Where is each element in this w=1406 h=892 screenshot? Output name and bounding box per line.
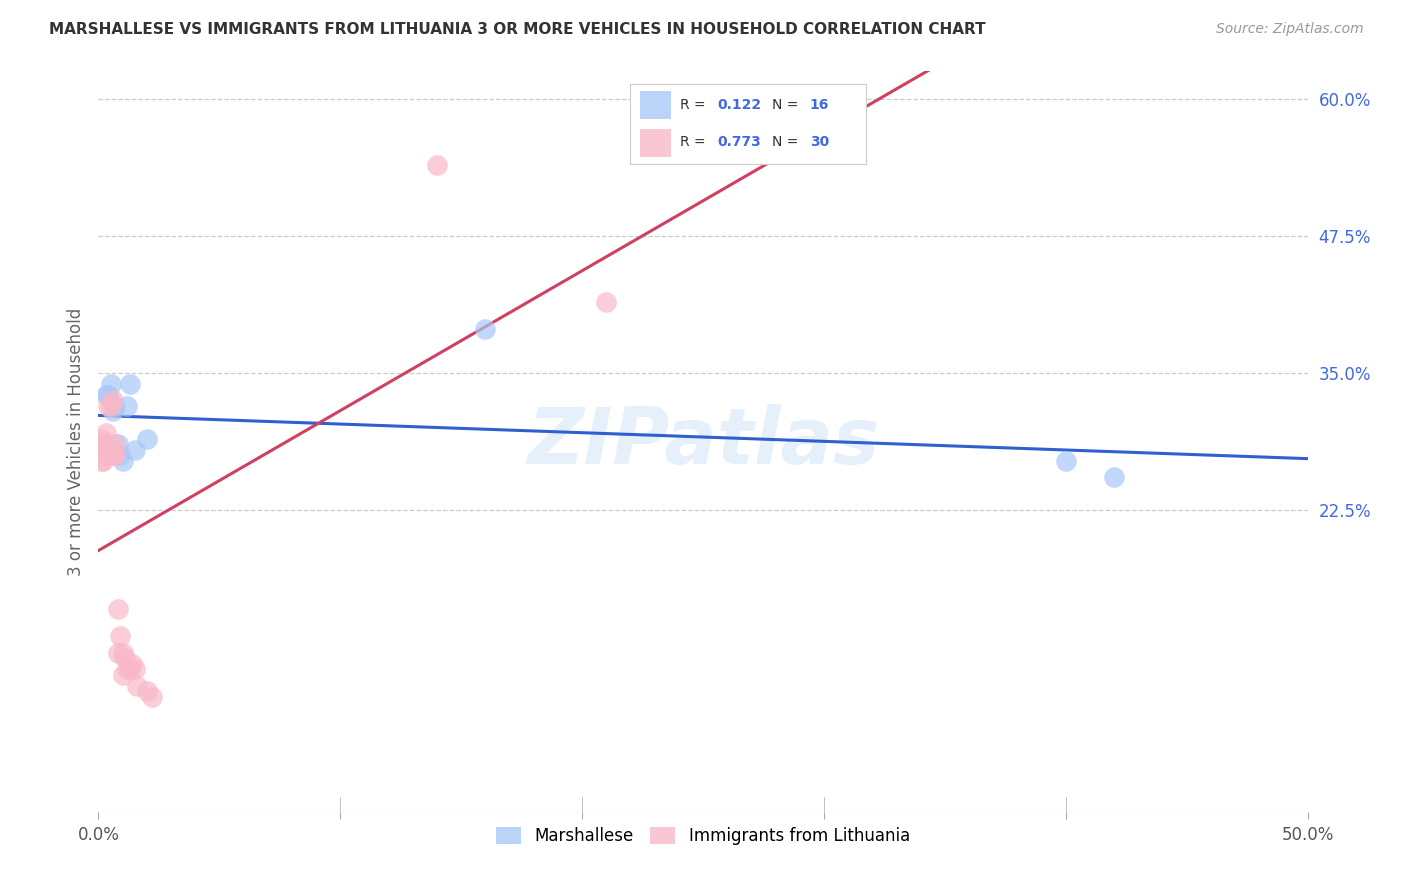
Point (118, 376, 141, 391)
Point (107, 437, 129, 451)
Legend: Marshallese, Immigrants from Lithuania: Marshallese, Immigrants from Lithuania (489, 820, 917, 852)
Point (97, 388, 120, 402)
Point (94, 442, 117, 457)
Point (121, 657, 143, 671)
Text: Source: ZipAtlas.com: Source: ZipAtlas.com (1216, 22, 1364, 37)
Point (595, 294, 617, 309)
Point (426, 158, 449, 172)
Point (94, 448, 117, 462)
Point (94, 388, 117, 402)
Point (111, 667, 134, 681)
Point (117, 662, 139, 676)
Y-axis label: 3 or more Vehicles in Household: 3 or more Vehicles in Household (66, 308, 84, 575)
Point (108, 448, 131, 462)
Point (1102, 470, 1125, 484)
Point (111, 646, 134, 660)
Point (108, 629, 131, 643)
Point (104, 448, 127, 462)
Point (100, 442, 122, 457)
Point (117, 399, 139, 413)
Point (141, 690, 163, 704)
Point (100, 376, 122, 391)
Point (97, 399, 120, 413)
Point (90, 432, 112, 446)
Point (100, 399, 122, 413)
Point (104, 399, 127, 413)
Point (127, 679, 149, 693)
Point (124, 442, 146, 457)
Point (94, 426, 117, 441)
Point (118, 662, 141, 676)
Point (101, 393, 124, 408)
Point (107, 602, 129, 616)
Point (1054, 454, 1077, 468)
Point (104, 437, 127, 451)
Point (135, 684, 157, 698)
Point (91, 454, 114, 468)
Point (90, 454, 112, 468)
Point (135, 432, 157, 446)
Point (101, 448, 124, 462)
Point (97, 448, 120, 462)
Point (114, 651, 136, 665)
Point (474, 322, 496, 336)
Point (90, 437, 112, 451)
Text: ZIPatlas: ZIPatlas (527, 403, 879, 480)
Point (107, 646, 129, 660)
Text: MARSHALLESE VS IMMIGRANTS FROM LITHUANIA 3 OR MORE VEHICLES IN HOUSEHOLD CORRELA: MARSHALLESE VS IMMIGRANTS FROM LITHUANIA… (49, 22, 986, 37)
Point (124, 662, 146, 676)
Point (91, 437, 114, 451)
Point (101, 404, 124, 418)
Point (111, 454, 134, 468)
